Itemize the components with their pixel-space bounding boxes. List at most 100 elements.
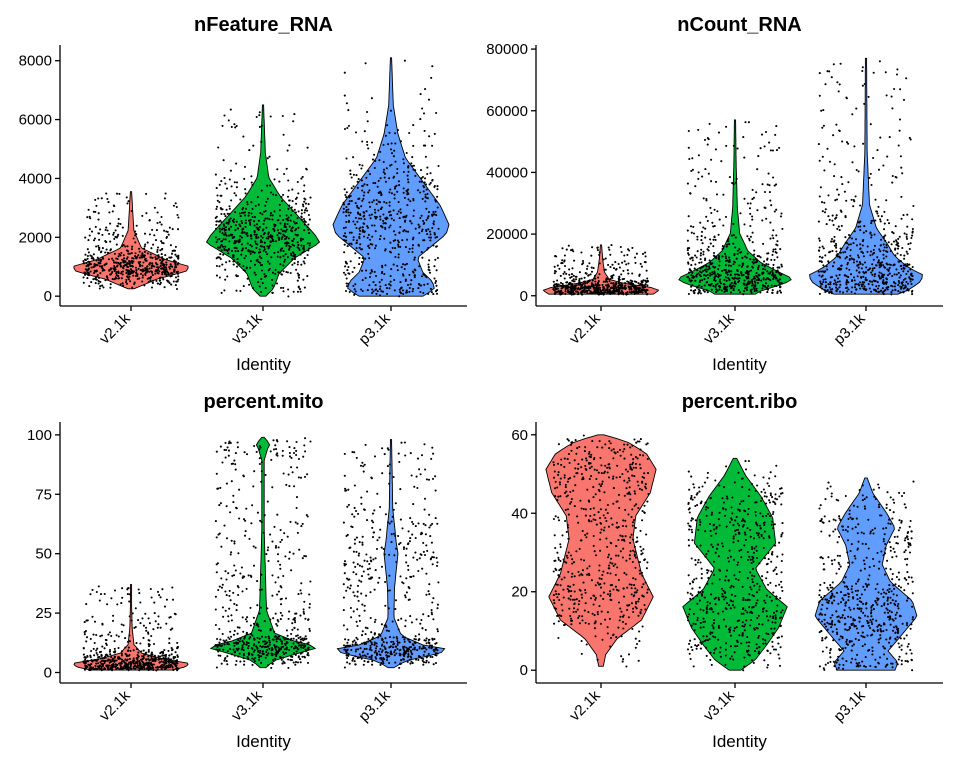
data-point [169, 628, 172, 631]
data-point [760, 133, 764, 136]
data-point [147, 648, 150, 652]
data-point [638, 291, 641, 294]
data-point [573, 292, 576, 295]
data-point [257, 640, 260, 644]
data-point [767, 263, 770, 266]
data-point [821, 155, 824, 158]
data-point [124, 281, 128, 284]
data-point [97, 212, 100, 215]
data-point [636, 291, 640, 295]
data-point [829, 288, 832, 291]
data-point [260, 470, 263, 473]
data-point [433, 277, 436, 280]
data-point [234, 663, 237, 666]
data-point [366, 225, 369, 228]
data-point [242, 269, 245, 272]
data-point [250, 201, 253, 204]
data-point [373, 166, 376, 170]
data-point [354, 252, 357, 255]
data-point [867, 269, 870, 272]
data-point [833, 175, 836, 178]
data-point [714, 266, 717, 269]
data-point [303, 554, 306, 558]
data-point [836, 188, 839, 191]
data-point [161, 654, 164, 657]
data-point [296, 263, 299, 266]
data-point [821, 245, 824, 248]
data-point [355, 241, 358, 244]
panel-title: percent.mito [203, 391, 323, 413]
data-point [819, 186, 822, 189]
data-point [869, 267, 872, 270]
data-point [109, 222, 112, 225]
data-point [860, 285, 864, 288]
data-point [227, 248, 230, 251]
data-point [433, 132, 436, 135]
data-point [236, 446, 239, 449]
data-point [307, 213, 310, 217]
data-point [729, 291, 733, 294]
data-point [396, 190, 399, 193]
data-point [256, 604, 259, 607]
data-point [347, 109, 350, 112]
data-point [282, 233, 285, 236]
data-point [275, 439, 278, 442]
data-point [258, 261, 262, 264]
data-point [134, 252, 137, 255]
data-point [894, 248, 897, 251]
data-point [291, 258, 294, 261]
data-point [307, 203, 310, 206]
data-point [105, 643, 108, 647]
data-point [367, 147, 370, 150]
data-point [898, 276, 901, 279]
data-point [374, 217, 377, 220]
data-point [252, 650, 255, 653]
data-point [241, 590, 244, 593]
data-point [279, 618, 282, 621]
data-point [285, 228, 288, 231]
data-point [697, 177, 700, 180]
data-point [253, 251, 256, 254]
data-point [296, 628, 299, 631]
data-point [728, 279, 731, 282]
data-point [828, 286, 831, 289]
data-point [597, 289, 600, 293]
data-point [225, 578, 228, 581]
data-point [725, 279, 728, 282]
data-point [99, 650, 103, 653]
data-point [253, 216, 257, 219]
data-point [410, 279, 413, 282]
data-point [132, 260, 135, 263]
data-point [838, 280, 841, 283]
data-point [704, 227, 707, 230]
data-point [366, 120, 369, 123]
data-point [115, 243, 118, 246]
data-point [889, 249, 892, 253]
data-point [853, 230, 856, 233]
data-point [129, 649, 132, 652]
data-point [292, 255, 295, 258]
data-point [744, 255, 747, 258]
data-point [138, 250, 141, 253]
data-point [244, 618, 247, 621]
data-point [120, 602, 123, 605]
data-point [162, 666, 165, 669]
data-point [597, 284, 600, 287]
data-point [830, 276, 833, 279]
data-point [771, 272, 774, 275]
data-point [776, 244, 779, 247]
data-point [388, 214, 391, 217]
data-point [283, 532, 286, 535]
data-point [379, 150, 382, 153]
data-point [405, 289, 408, 292]
data-point [732, 234, 735, 237]
data-point [719, 282, 722, 285]
data-point [432, 210, 435, 214]
data-point [112, 233, 115, 236]
data-point [296, 272, 299, 275]
data-point [136, 654, 139, 657]
data-point [704, 168, 707, 171]
data-point [421, 228, 424, 231]
data-point [117, 255, 120, 258]
data-point [411, 270, 414, 273]
